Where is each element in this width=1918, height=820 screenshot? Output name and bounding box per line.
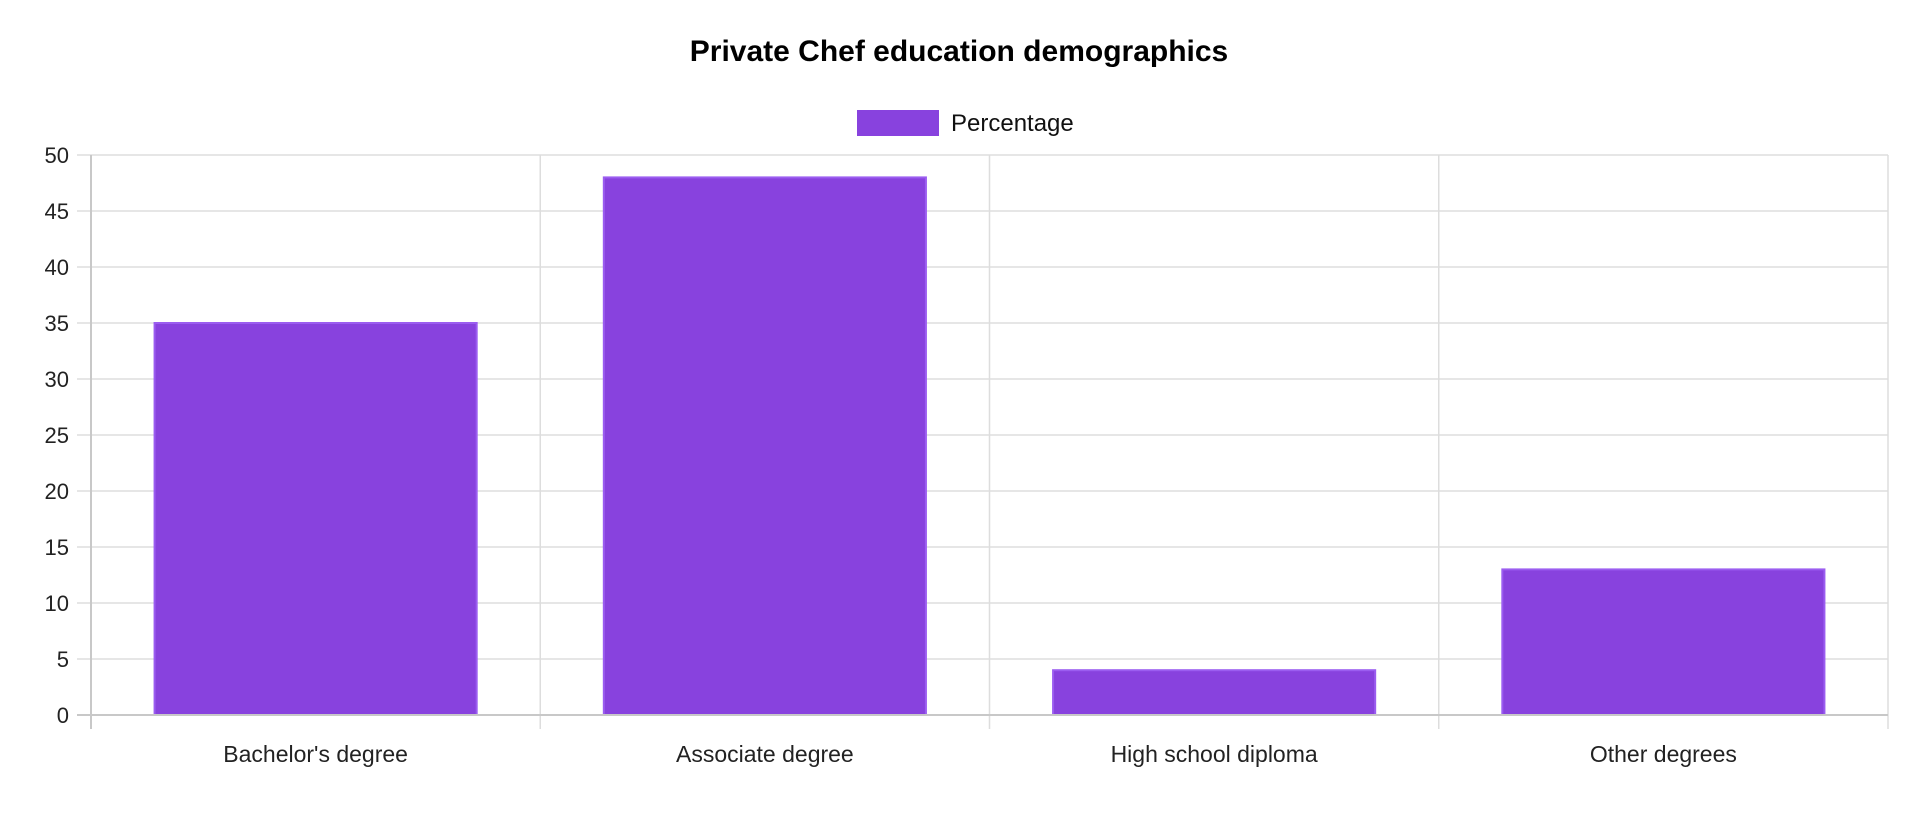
legend[interactable]: Percentage — [857, 110, 1074, 137]
axes — [77, 155, 1888, 729]
y-axis-tick-labels: 0 5 10 15 20 25 30 35 40 45 50 — [45, 143, 69, 728]
y-tick-label: 5 — [57, 647, 69, 672]
y-tick-label: 50 — [45, 143, 69, 168]
legend-label: Percentage — [951, 110, 1074, 137]
bars — [153, 176, 1826, 717]
chart-title: Private Chef education demographics — [690, 35, 1228, 68]
legend-swatch — [857, 110, 939, 136]
x-category-label: High school diploma — [1111, 741, 1318, 767]
y-tick-label: 25 — [45, 423, 69, 448]
x-category-label: Bachelor's degree — [223, 741, 408, 767]
y-tick-label: 40 — [45, 255, 69, 280]
y-tick-label: 15 — [45, 535, 69, 560]
x-axis-category-labels: Bachelor's degree Associate degree High sc… — [223, 741, 1737, 767]
bar[interactable] — [153, 322, 478, 716]
bar[interactable] — [1052, 669, 1377, 717]
y-tick-label: 20 — [45, 479, 69, 504]
y-tick-label: 35 — [45, 311, 69, 336]
x-category-label: Associate degree — [676, 741, 854, 767]
y-tick-label: 30 — [45, 367, 69, 392]
y-tick-label: 45 — [45, 199, 69, 224]
bar[interactable] — [602, 176, 927, 716]
y-tick-label: 10 — [45, 591, 69, 616]
y-tick-label: 0 — [57, 703, 69, 728]
bar[interactable] — [1501, 568, 1826, 717]
x-category-label: Other degrees — [1590, 741, 1737, 767]
